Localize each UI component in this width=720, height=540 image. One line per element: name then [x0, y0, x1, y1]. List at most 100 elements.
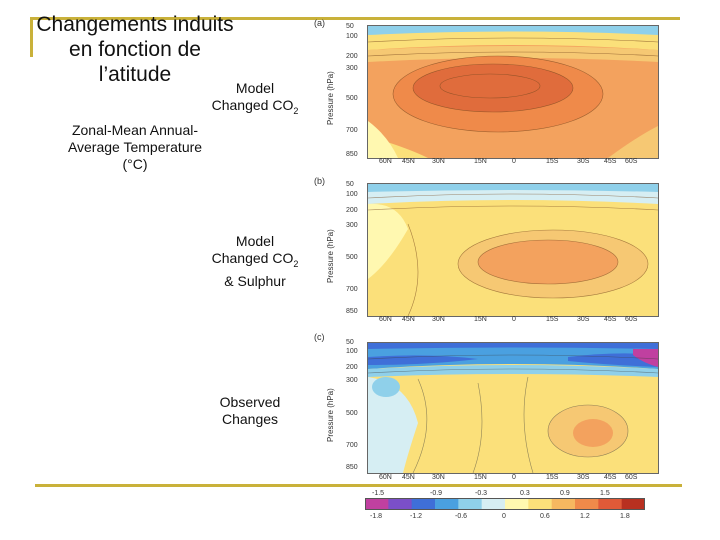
lat-tick: 60S: [625, 474, 638, 481]
panel-b-letter: (b): [314, 176, 325, 186]
panel-a-caption-line2: Changed CO: [211, 97, 294, 113]
panel-c-y-axis-label: Pressure (hPa): [326, 388, 335, 442]
colorbar-segment: [528, 498, 553, 510]
pressure-tick: 700: [346, 442, 358, 449]
bottom-rule: [35, 484, 682, 487]
panel-c-letter: (c): [314, 332, 325, 342]
lat-tick: 60S: [625, 316, 638, 323]
lat-tick: 30S: [577, 158, 590, 165]
panel-c-caption-line2: Changes: [221, 411, 279, 427]
colorbar-segment: [598, 498, 623, 510]
panel-a-y-axis-label: Pressure (hPa): [326, 71, 335, 125]
lat-tick: 60S: [625, 158, 638, 165]
lat-tick: 45N: [402, 474, 415, 481]
pressure-tick: 700: [346, 286, 358, 293]
pressure-tick: 200: [346, 207, 358, 214]
pressure-tick: 300: [346, 65, 358, 72]
pressure-tick: 100: [346, 348, 358, 355]
colorbar-segment: [435, 498, 459, 510]
panel-a-caption-sub: 2: [293, 105, 299, 116]
panel-a-caption: Model Changed CO2: [205, 80, 305, 120]
pressure-tick: 500: [346, 254, 358, 261]
pressure-tick: 300: [346, 377, 358, 384]
pressure-tick: 500: [346, 410, 358, 417]
lat-tick: 45N: [402, 316, 415, 323]
colorbar-tick-bottom: 1.8: [620, 513, 630, 520]
lat-tick: 30N: [432, 158, 445, 165]
panel-a: (a) Pressure (hPa) 50 100 200 300 500 70…: [312, 18, 667, 180]
lat-tick: 0: [512, 158, 516, 165]
colorbar: [365, 498, 645, 510]
lat-tick: 60N: [379, 316, 392, 323]
colorbar-tick-bottom: 1.2: [580, 513, 590, 520]
panel-c-caption-line1: Observed: [219, 394, 281, 410]
pressure-tick: 50: [346, 181, 354, 188]
colorbar-tick-top: -0.9: [430, 490, 443, 497]
lat-tick: 45S: [604, 316, 617, 323]
lat-tick: 30S: [577, 474, 590, 481]
lat-tick: 15S: [546, 474, 559, 481]
panel-b-caption-line2: Changed CO: [211, 250, 294, 266]
panel-a-contour-map: [368, 26, 658, 158]
pressure-tick: 100: [346, 191, 358, 198]
colorbar-tick-bottom: -1.8: [370, 513, 383, 520]
pressure-tick: 850: [346, 308, 358, 315]
panel-b-caption-line3: & Sulphur: [224, 272, 286, 289]
pressure-tick: 50: [346, 339, 354, 346]
side-label: Zonal-Mean Annual-Average Temperature (°…: [67, 122, 203, 172]
colorbar-tick-bottom: -1.2: [410, 513, 423, 520]
lat-tick: 45S: [604, 158, 617, 165]
slide-title: Changements induits en fonction de l’ati…: [36, 13, 234, 86]
panel-b: (b) Pressure (hPa) 50 100 200 300 500 70…: [312, 176, 667, 333]
lat-tick: 0: [512, 316, 516, 323]
colorbar-segment: [458, 498, 483, 510]
colorbar-tick-top: 0.9: [560, 490, 570, 497]
colorbar-segment: [365, 498, 389, 510]
lat-tick: 30N: [432, 316, 445, 323]
colorbar-tick-bottom: 0.6: [540, 513, 550, 520]
colorbar-tick-bottom: 0: [502, 513, 506, 520]
pressure-tick: 300: [346, 222, 358, 229]
colorbar-segment: [388, 498, 413, 510]
panel-b-caption-sub: 2: [293, 258, 299, 269]
pressure-tick: 850: [346, 151, 358, 158]
lat-tick: 15N: [474, 474, 487, 481]
lat-tick: 15S: [546, 316, 559, 323]
panel-c-caption: Observed Changes: [200, 394, 300, 428]
colorbar-segment: [575, 498, 599, 510]
panel-b-plot: [367, 183, 659, 317]
panel-a-letter: (a): [314, 18, 325, 28]
panel-b-contour-map: [368, 184, 658, 316]
lat-tick: 45N: [402, 158, 415, 165]
lat-tick: 60N: [379, 158, 392, 165]
colorbar-segment: [621, 498, 645, 510]
lat-tick: 15N: [474, 316, 487, 323]
lat-tick: 30S: [577, 316, 590, 323]
lat-tick: 15S: [546, 158, 559, 165]
colorbar-segment: [411, 498, 436, 510]
colorbar-tick-top: 1.5: [600, 490, 610, 497]
lat-tick: 15N: [474, 158, 487, 165]
colorbar-tick-top: 0.3: [520, 490, 530, 497]
pressure-tick: 200: [346, 364, 358, 371]
pressure-tick: 850: [346, 464, 358, 471]
panel-a-plot: [367, 25, 659, 159]
colorbar-frame: [365, 498, 645, 510]
colorbar-segment: [551, 498, 576, 510]
panel-b-y-axis-label: Pressure (hPa): [326, 229, 335, 283]
pressure-tick: 100: [346, 33, 358, 40]
pressure-tick: 200: [346, 53, 358, 60]
panel-b-caption-line1: Model: [235, 233, 275, 249]
lat-tick: 60N: [379, 474, 392, 481]
panel-c-contour-map: [368, 343, 658, 473]
colorbar-tick-top: -1.5: [372, 490, 385, 497]
top-rule: [30, 17, 680, 20]
colorbar-tick-bottom: -0.6: [455, 513, 468, 520]
pressure-tick: 500: [346, 95, 358, 102]
pressure-tick: 700: [346, 127, 358, 134]
panel-b-caption: Model Changed CO2 & Sulphur: [205, 233, 305, 290]
colorbar-tick-top: -0.3: [475, 490, 488, 497]
pressure-tick: 50: [346, 23, 354, 30]
left-rule: [30, 17, 33, 57]
panel-c-plot: [367, 342, 659, 474]
